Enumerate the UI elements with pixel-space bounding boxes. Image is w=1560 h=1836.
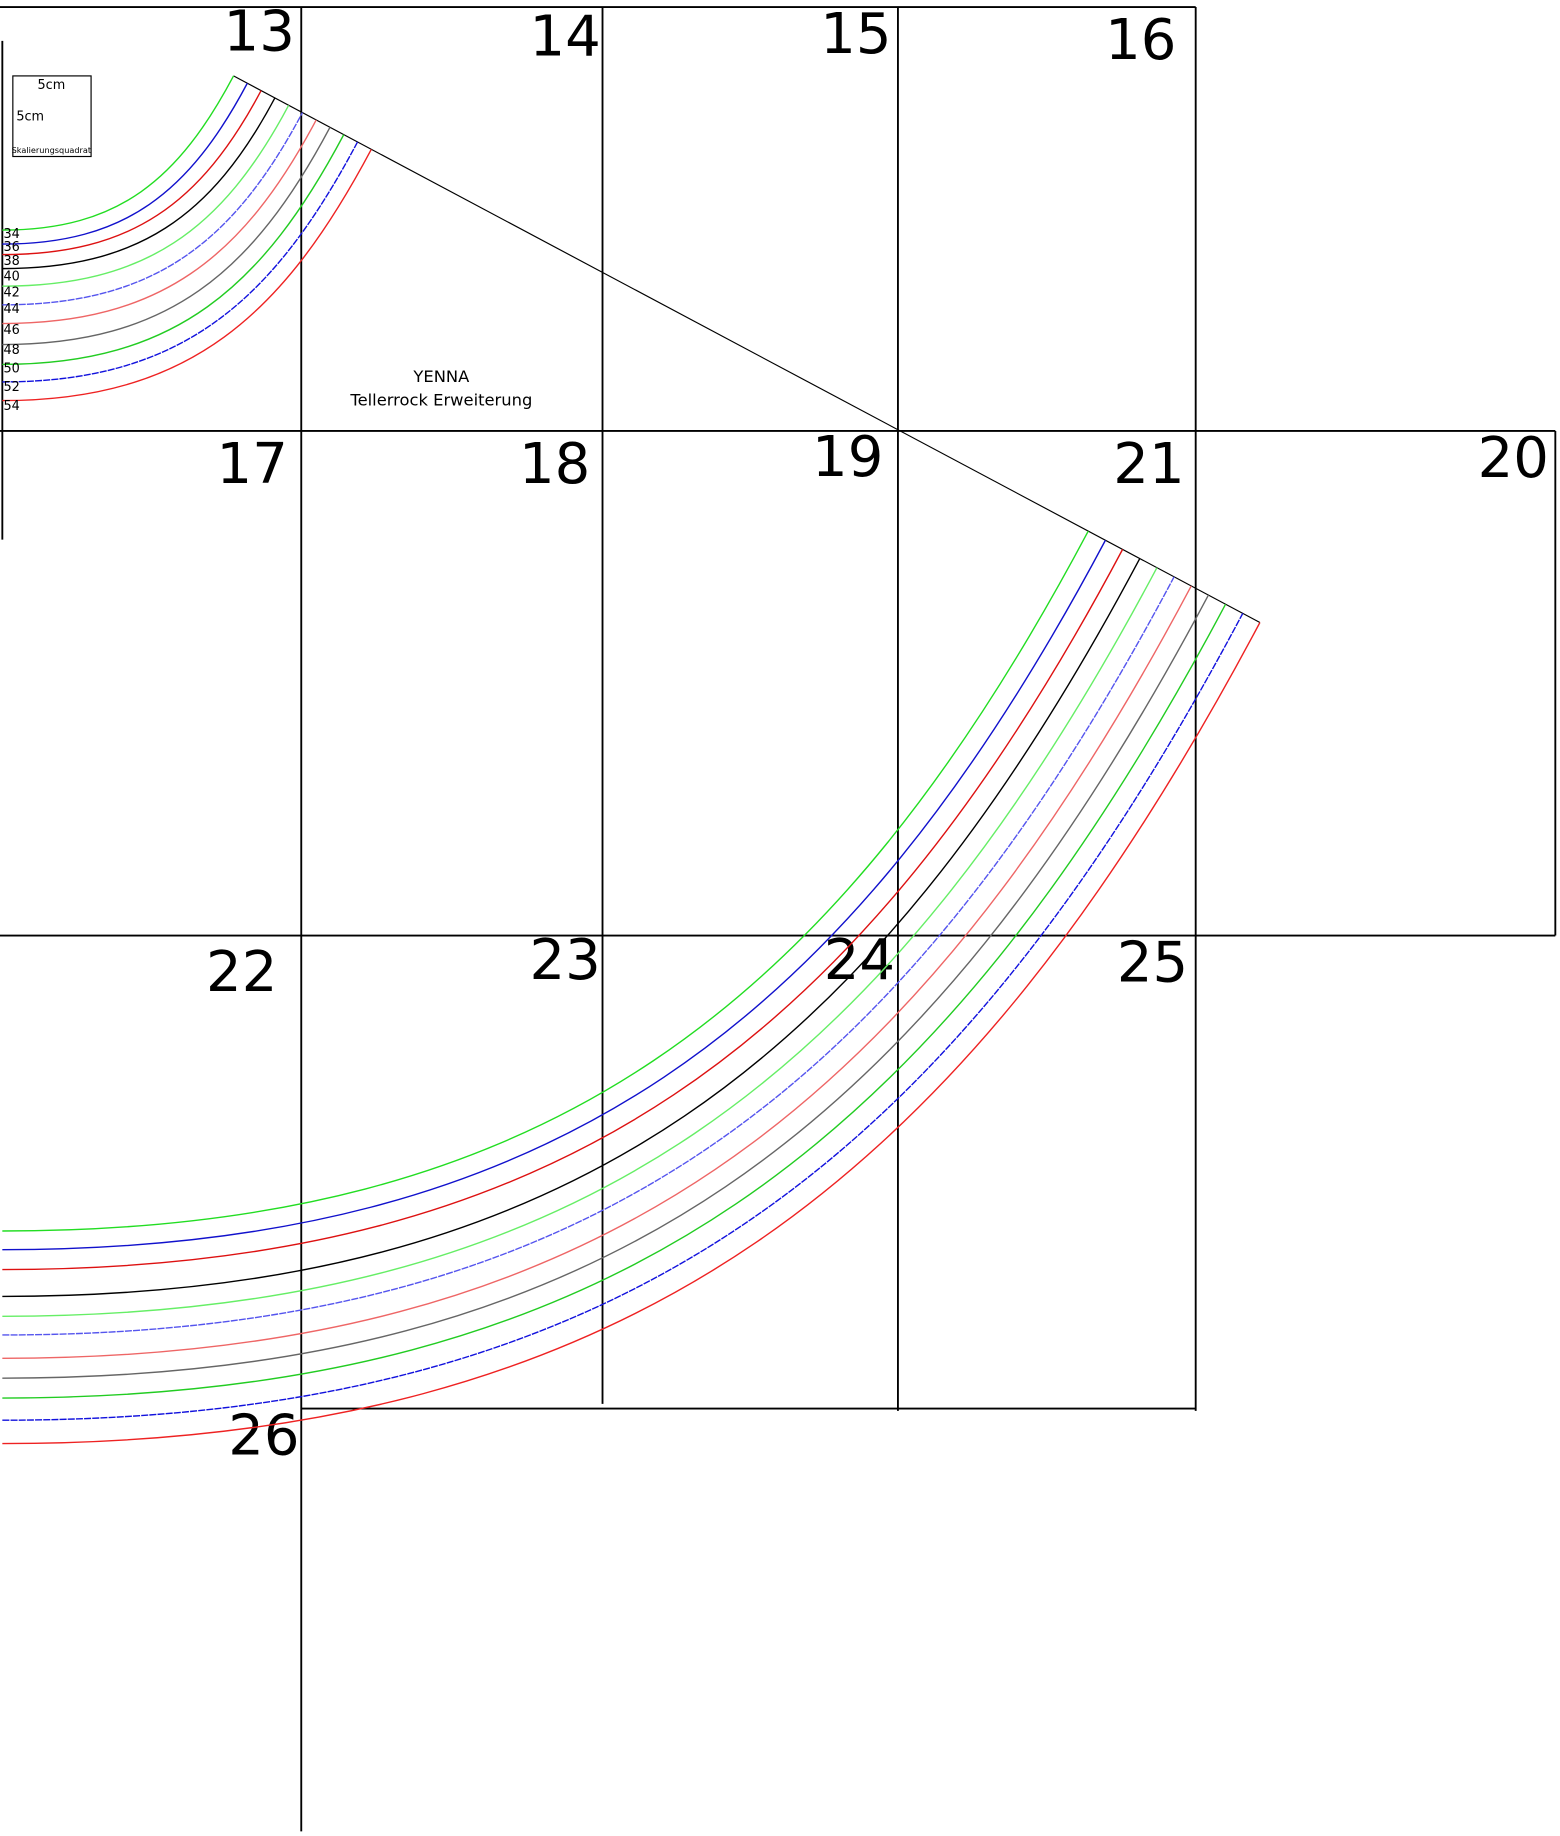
size-line — [2, 603, 1227, 1399]
size-line — [2, 126, 331, 346]
size-label: 36 — [4, 240, 20, 255]
size-line — [2, 613, 1244, 1421]
page-number: 19 — [812, 425, 883, 490]
page-number: 13 — [224, 0, 295, 65]
size-line — [2, 97, 276, 270]
page-number: 14 — [529, 4, 600, 69]
page-number: 26 — [228, 1404, 299, 1469]
size-line — [2, 539, 1107, 1251]
size-label: 50 — [4, 362, 20, 377]
size-line — [2, 549, 1124, 1271]
size-line — [2, 148, 372, 402]
page-number: 16 — [1105, 8, 1176, 73]
size-line — [2, 112, 304, 306]
size-label: 54 — [4, 399, 20, 414]
size-line — [2, 567, 1158, 1317]
pattern-name: YENNA — [412, 367, 470, 386]
page-number: 22 — [206, 940, 277, 1005]
page-number: 15 — [820, 2, 891, 67]
size-line — [2, 119, 317, 325]
size-label: 48 — [4, 343, 20, 358]
size-line — [2, 594, 1210, 1379]
page-number: 23 — [529, 928, 600, 993]
page-number: 18 — [519, 432, 590, 497]
page-number: 20 — [1478, 426, 1549, 491]
scale-height: 5cm — [16, 109, 44, 124]
size-label: 46 — [4, 323, 20, 338]
size-line — [2, 90, 262, 256]
scale-width: 5cm — [38, 78, 66, 93]
size-line — [2, 82, 248, 245]
page-number: 25 — [1117, 931, 1188, 996]
size-label: 42 — [4, 286, 20, 301]
size-line — [2, 75, 235, 231]
size-line — [2, 141, 359, 383]
page-grid — [0, 6, 1557, 1832]
pattern-subtitle: Tellerrock Erweiterung — [349, 390, 532, 409]
size-line — [2, 530, 1089, 1232]
size-line — [2, 104, 290, 287]
size-line — [2, 558, 1141, 1298]
size-label: 38 — [4, 254, 20, 269]
scale-square — [12, 75, 92, 158]
size-line — [2, 134, 345, 366]
scale-caption: Skalierungsquadrat — [12, 145, 91, 155]
size-label: 40 — [4, 269, 20, 284]
size-line — [2, 585, 1192, 1360]
size-line — [2, 576, 1175, 1336]
size-label: 44 — [4, 302, 20, 317]
size-label: 52 — [4, 380, 20, 395]
size-label: 34 — [4, 227, 20, 242]
page-number: 17 — [217, 432, 288, 497]
size-line — [2, 622, 1261, 1445]
page-number: 21 — [1113, 432, 1184, 497]
